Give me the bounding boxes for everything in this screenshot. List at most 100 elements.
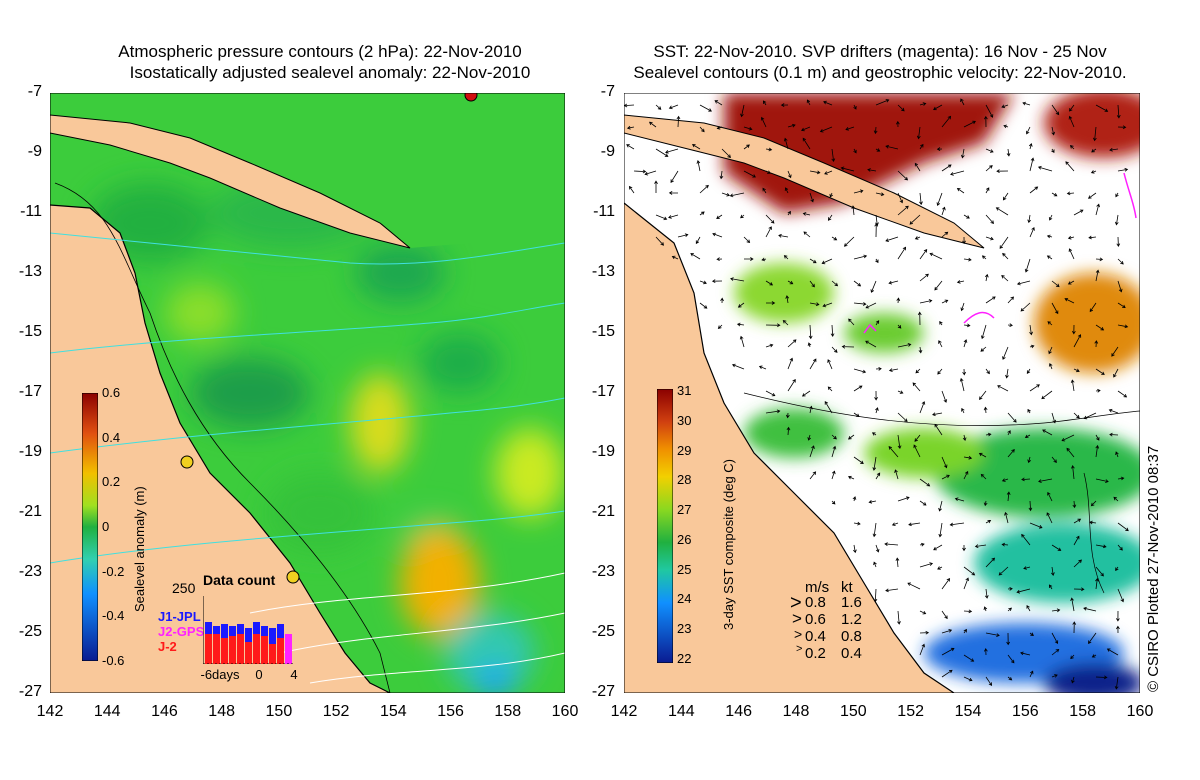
velocity-arrow [1073,587,1085,592]
velocity-arrow [1073,412,1080,419]
velocity-arrow [916,126,921,140]
velocity-arrow [1061,434,1075,442]
velocity-arrow [1027,456,1031,464]
velocity-arrow [699,302,708,309]
velocity-arrow [1007,607,1013,612]
velocity-arrow [699,126,705,133]
velocity-arrow [761,257,767,262]
velocity-arrow [983,500,988,507]
velocity-arrow [979,390,987,401]
velocity-arrow [699,211,705,216]
velocity-arrow [829,192,834,198]
velocity-arrow [809,280,815,288]
lon-tick-label: 154 [379,703,407,720]
velocity-key-ms-header: m/s [805,579,830,596]
velocity-arrow [1071,324,1076,335]
velocity-arrow [1114,214,1119,226]
velocity-arrow [787,170,792,179]
velocity-arrow [897,170,909,181]
velocity-arrow [933,104,943,111]
velocity-arrow [941,299,949,304]
velocity-arrow [677,233,689,238]
velocity-arrow [1026,605,1031,612]
colorbar-tick-label: 0.6 [102,385,121,400]
velocity-arrow [1026,368,1031,374]
velocity-arrow [941,474,950,480]
colorbar-tick-label: 29 [677,442,692,458]
velocity-arrow [840,166,855,172]
velocity-arrow [831,148,836,162]
velocity-arrow [1051,544,1062,551]
lat-tick-label: -9 [600,143,615,160]
data-count-legend-item: J2-GPS [158,624,205,639]
velocity-arrow [787,210,791,216]
velocity-arrow [1072,500,1077,509]
velocity-arrow [1029,384,1040,392]
velocity-arrow [853,302,867,306]
velocity-arrow [800,126,811,132]
velocity-arrow [670,170,679,183]
velocity-arrow [851,205,856,216]
velocity-arrow [787,357,794,370]
velocity-arrow [941,115,952,128]
lon-tick-label: 158 [494,703,522,720]
velocity-arrow [1051,632,1059,644]
velocity-arrow [1051,456,1057,463]
velocity-arrow [894,469,899,480]
velocity-arrow [1007,449,1015,458]
data-count-bar [285,634,292,664]
velocity-arrow [938,340,943,348]
velocity-arrow [1070,597,1075,612]
velocity-arrow [897,192,903,204]
coastline [624,202,955,693]
colorbar-tick-label: 25 [677,561,692,577]
velocity-arrow [1087,192,1097,199]
velocity-arrow [830,324,835,337]
velocity-arrow [918,346,923,354]
data-count-legend-item: J1-JPL [158,609,201,624]
data-count-bar [213,634,220,664]
velocity-arrow [938,522,943,538]
velocity-arrow [897,104,905,112]
lon-tick-label: 152 [897,703,925,720]
velocity-arrow [1117,280,1123,293]
velocity-arrow [865,340,877,348]
velocity-arrow [875,320,880,326]
velocity-arrow [875,148,881,152]
velocity-arrow [941,610,948,620]
velocity-key-arrow-icon: > [794,626,803,642]
velocity-arrow [1029,344,1035,349]
velocity-arrow [716,257,723,262]
velocity-arrow [1095,544,1107,549]
velocity-arrow [802,137,811,150]
velocity-arrow [1095,257,1104,262]
velocity-arrow [956,187,965,194]
velocity-arrow [914,162,921,172]
velocity-arrow [1002,192,1009,201]
velocity-arrow [736,322,745,327]
velocity-arrow [809,471,817,480]
velocity-arrow [897,343,912,348]
velocity-arrow [984,588,989,599]
data-count-bar [253,634,260,664]
velocity-arrow [717,324,723,329]
velocity-arrow [716,214,723,219]
velocity-arrow [654,180,658,193]
velocity-arrow [655,104,662,110]
data-count-bar [245,642,252,664]
data-count-bar [277,638,284,664]
velocity-key-kt-header: kt [841,579,853,596]
velocity-arrow [1007,323,1013,328]
velocity-arrow [626,125,635,130]
velocity-arrow [1092,126,1097,142]
velocity-arrow [1070,379,1075,392]
velocity-arrow [874,223,879,238]
papua-land [50,114,411,249]
velocity-arrow [712,232,723,238]
velocity-arrow [784,187,789,194]
velocity-arrow [962,236,966,245]
velocity-arrow [1073,334,1082,348]
velocity-arrow [983,406,988,414]
velocity-arrow [941,206,946,216]
velocity-arrow [983,115,988,128]
